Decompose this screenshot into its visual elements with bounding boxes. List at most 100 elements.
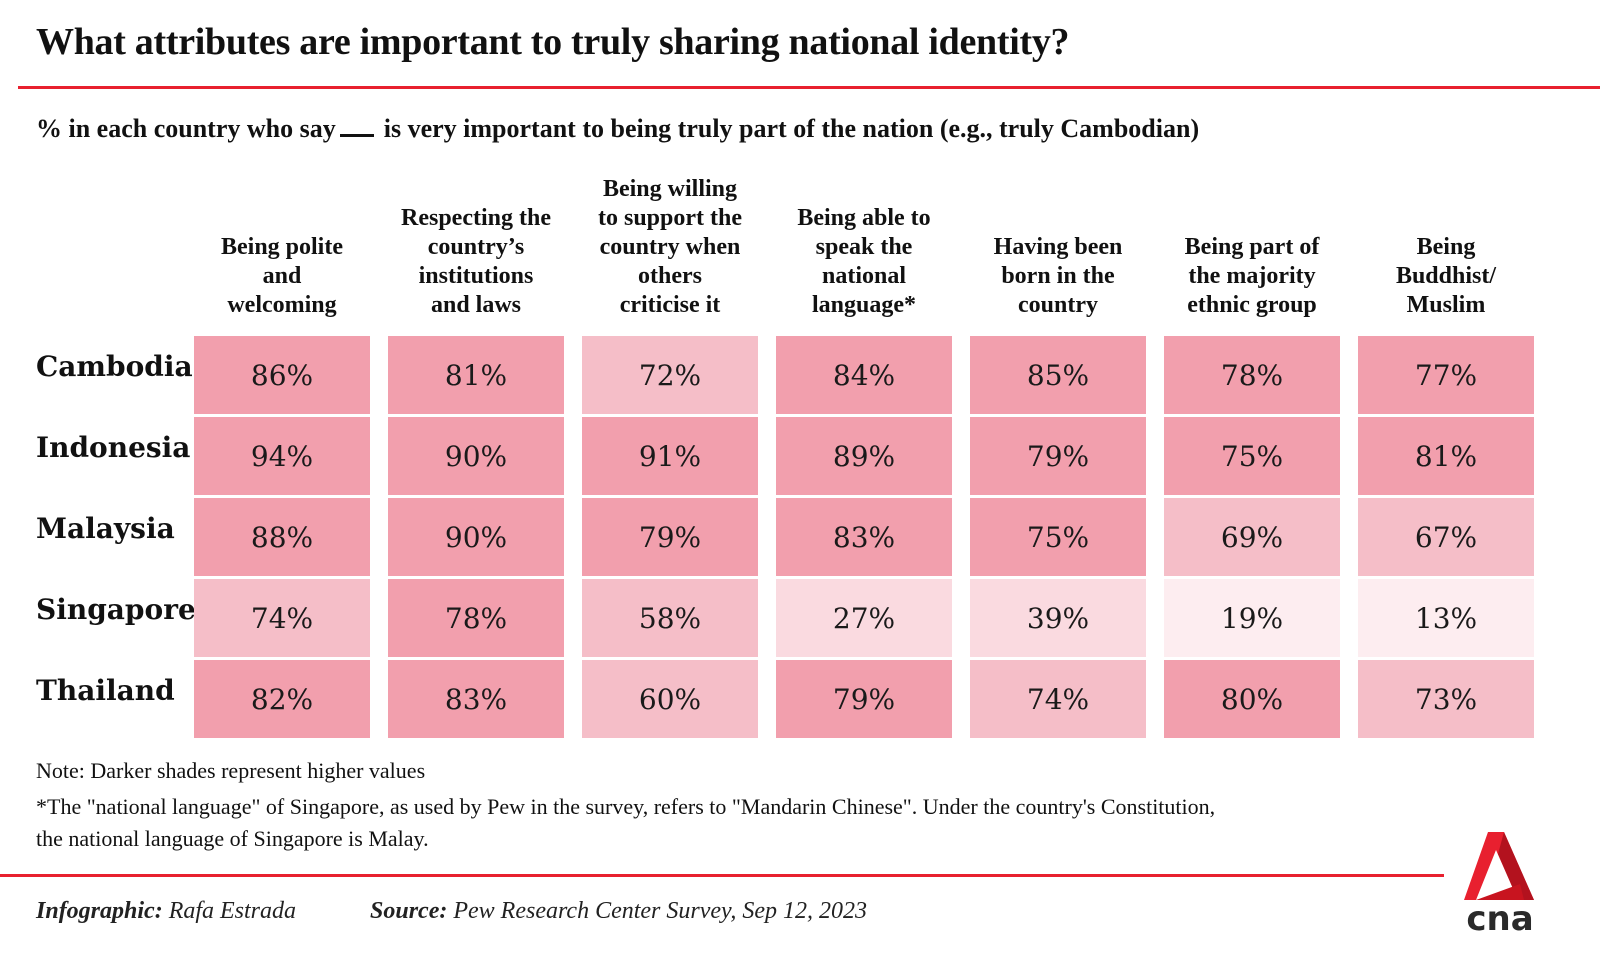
title-divider bbox=[18, 86, 1600, 89]
heatmap-cell: 81% bbox=[1358, 417, 1534, 495]
source-value: Pew Research Center Survey, Sep 12, 2023 bbox=[453, 898, 868, 924]
logo-text: cna bbox=[1466, 899, 1533, 932]
subtitle-start: % in each country who say bbox=[36, 114, 336, 143]
heatmap-cell: 83% bbox=[776, 498, 952, 576]
cell-value-label: 79% bbox=[638, 520, 702, 554]
heatmap-cell: 78% bbox=[1164, 336, 1340, 414]
infographic-credit: Infographic: Rafa Estrada bbox=[36, 898, 296, 925]
heatmap-cell: 19% bbox=[1164, 579, 1340, 657]
heatmap-cell: 89% bbox=[776, 417, 952, 495]
cell-value-label: 19% bbox=[1220, 601, 1284, 635]
heatmap-cell: 90% bbox=[388, 417, 564, 495]
cell-value-label: 13% bbox=[1414, 601, 1478, 635]
heatmap-cell: 75% bbox=[970, 498, 1146, 576]
logo-a-right bbox=[1498, 832, 1534, 900]
cell-value-label: 83% bbox=[832, 520, 896, 554]
cell-value-label: 84% bbox=[832, 358, 896, 392]
cell-value-label: 60% bbox=[638, 682, 702, 716]
heatmap-cell: 80% bbox=[1164, 660, 1340, 738]
infographic-author: Rafa Estrada bbox=[168, 898, 297, 924]
cell-value-label: 91% bbox=[638, 439, 702, 473]
heatmap-cell: 82% bbox=[194, 660, 370, 738]
cell-value-label: 69% bbox=[1220, 520, 1284, 554]
infographic-label: Infographic: bbox=[36, 898, 163, 924]
heatmap-cell: 75% bbox=[1164, 417, 1340, 495]
column-header: Being part of the majority ethnic group bbox=[1184, 234, 1320, 318]
cell-value-label: 86% bbox=[250, 358, 314, 392]
heatmap-cell: 90% bbox=[388, 498, 564, 576]
cell-value-label: 74% bbox=[250, 601, 314, 635]
row-label-cambodia: Cambodia bbox=[36, 350, 193, 383]
heatmap-cell: 60% bbox=[582, 660, 758, 738]
cell-value-label: 82% bbox=[250, 682, 314, 716]
subtitle-end: is very important to being truly part of… bbox=[383, 114, 1200, 143]
cell-value-label: 79% bbox=[832, 682, 896, 716]
row-label-thailand: Thailand bbox=[36, 674, 175, 707]
footnote-line-2: the national language of Singapore is Ma… bbox=[36, 826, 429, 851]
cna-logo-icon: cna bbox=[1464, 832, 1534, 932]
cell-value-label: 39% bbox=[1026, 601, 1090, 635]
source-label: Source: bbox=[370, 898, 448, 924]
heatmap-cell: 83% bbox=[388, 660, 564, 738]
footnote-line-1: *The "national language" of Singapore, a… bbox=[36, 794, 1216, 819]
chart-subtitle: % in each country who say is very importa… bbox=[36, 114, 1199, 144]
heatmap-cell: 74% bbox=[194, 579, 370, 657]
cell-value-label: 75% bbox=[1220, 439, 1284, 473]
heatmap-cell: 78% bbox=[388, 579, 564, 657]
heatmap-cell: 91% bbox=[582, 417, 758, 495]
cell-value-label: 90% bbox=[444, 520, 508, 554]
heatmap-cell: 79% bbox=[582, 498, 758, 576]
cell-value-label: 89% bbox=[832, 439, 896, 473]
footer-divider bbox=[0, 874, 1444, 877]
heatmap-cell: 74% bbox=[970, 660, 1146, 738]
source-credit: Source: Pew Research Center Survey, Sep … bbox=[370, 898, 867, 925]
row-label-singapore: Singapore bbox=[36, 593, 196, 626]
cell-value-label: 78% bbox=[444, 601, 508, 635]
cell-value-label: 73% bbox=[1414, 682, 1478, 716]
heatmap-cell: 69% bbox=[1164, 498, 1340, 576]
cell-value-label: 90% bbox=[444, 439, 508, 473]
cell-value-label: 85% bbox=[1026, 358, 1090, 392]
shade-note: Note: Darker shades represent higher val… bbox=[36, 758, 426, 783]
cell-value-label: 79% bbox=[1026, 439, 1090, 473]
cell-value-label: 27% bbox=[832, 601, 896, 635]
heatmap-cell: 79% bbox=[970, 417, 1146, 495]
cell-value-label: 72% bbox=[638, 358, 702, 392]
cell-value-label: 74% bbox=[1026, 682, 1090, 716]
heatmap-cell: 27% bbox=[776, 579, 952, 657]
heatmap-cell: 79% bbox=[776, 660, 952, 738]
heatmap-cell: 58% bbox=[582, 579, 758, 657]
heatmap-cell: 85% bbox=[970, 336, 1146, 414]
heatmap-cell: 77% bbox=[1358, 336, 1534, 414]
cell-value-label: 94% bbox=[250, 439, 314, 473]
cell-value-label: 88% bbox=[250, 520, 314, 554]
cell-value-label: 77% bbox=[1414, 358, 1478, 392]
heatmap-cell: 13% bbox=[1358, 579, 1534, 657]
cell-value-label: 80% bbox=[1220, 682, 1284, 716]
blank-line bbox=[339, 134, 374, 137]
heatmap-cell: 67% bbox=[1358, 498, 1534, 576]
column-header: Being Buddhist/ Muslim bbox=[1395, 234, 1497, 318]
heatmap-cell: 39% bbox=[970, 579, 1146, 657]
cell-value-label: 78% bbox=[1220, 358, 1284, 392]
column-header: Being polite and welcoming bbox=[220, 234, 343, 318]
row-label-malaysia: Malaysia bbox=[36, 512, 175, 545]
cell-value-label: 58% bbox=[638, 601, 702, 635]
chart-title: What attributes are important to truly s… bbox=[36, 21, 1070, 63]
column-header: Being willing to support the country whe… bbox=[597, 176, 742, 318]
cell-value-label: 67% bbox=[1414, 520, 1478, 554]
heatmap-cell: 88% bbox=[194, 498, 370, 576]
column-header: Having been born in the country bbox=[993, 234, 1123, 318]
cell-value-label: 75% bbox=[1026, 520, 1090, 554]
heatmap-cell: 84% bbox=[776, 336, 952, 414]
cell-value-label: 81% bbox=[1414, 439, 1478, 473]
cell-value-label: 83% bbox=[444, 682, 508, 716]
heatmap-cell: 73% bbox=[1358, 660, 1534, 738]
heatmap-cell: 72% bbox=[582, 336, 758, 414]
heatmap-cell: 81% bbox=[388, 336, 564, 414]
column-header: Being able to speak the national languag… bbox=[797, 205, 931, 318]
heatmap-cell: 94% bbox=[194, 417, 370, 495]
logo-a-bar bbox=[1476, 884, 1524, 900]
column-header: Respecting the country’s institutions an… bbox=[401, 205, 551, 318]
heatmap-cell: 86% bbox=[194, 336, 370, 414]
